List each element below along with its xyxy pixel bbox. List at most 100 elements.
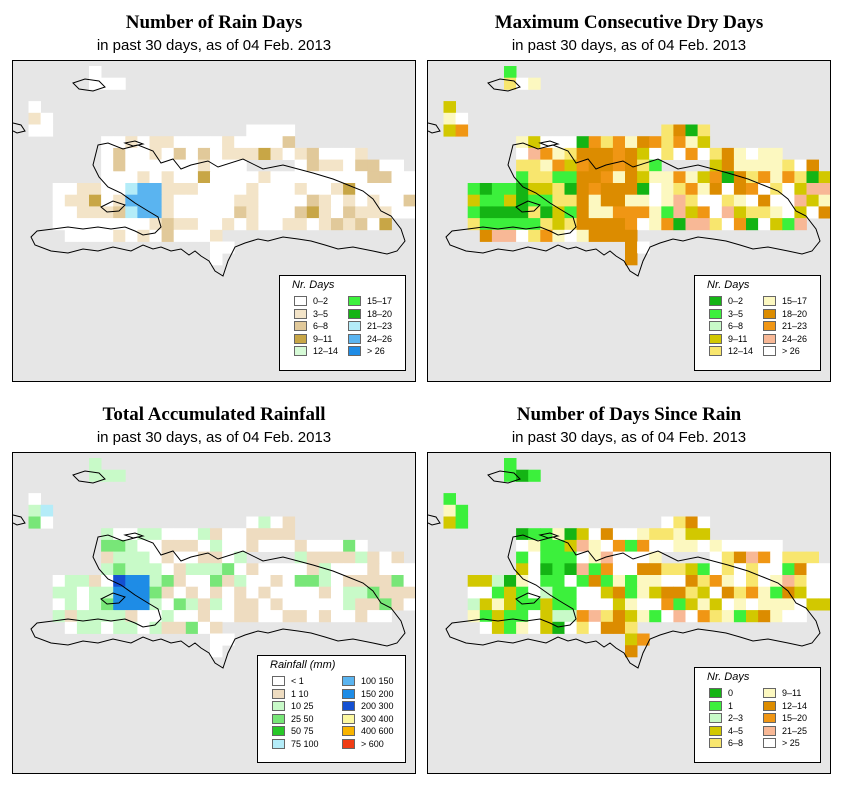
grid-cell — [685, 136, 698, 149]
panel-max-dry-days: Maximum Consecutive Dry Days in past 30 … — [427, 10, 831, 382]
grid-cell — [89, 194, 102, 207]
grid-cell — [528, 171, 541, 184]
grid-cell — [222, 539, 235, 552]
coastline-tortue — [538, 140, 560, 147]
grid-cell — [782, 610, 795, 623]
grid-cell — [782, 551, 795, 564]
grid-cell — [588, 206, 602, 219]
grid-cell — [391, 598, 404, 611]
coastline-northwest — [428, 470, 521, 526]
grid-cell — [379, 206, 392, 219]
grid-cell — [149, 539, 162, 552]
grid-cell — [318, 539, 332, 552]
grid-cell — [318, 183, 332, 196]
grid-cell — [612, 218, 626, 231]
grid-cell — [552, 598, 565, 611]
grid-cell — [540, 218, 553, 231]
grid-cell — [367, 551, 380, 564]
grid-cell — [306, 218, 320, 231]
grid-cell — [649, 206, 662, 219]
grid-cell — [294, 194, 308, 207]
grid-cell — [173, 147, 187, 160]
grid-cell — [612, 229, 626, 242]
grid-cell — [234, 147, 247, 160]
grid-cell — [161, 563, 175, 576]
grid-cell — [685, 218, 698, 231]
grid-cell — [649, 147, 662, 160]
grid-cell — [391, 183, 404, 196]
grid-cell — [661, 516, 674, 529]
grid-cell — [210, 539, 223, 552]
grid-cell — [540, 621, 553, 634]
grid-cell — [185, 229, 199, 242]
grid-cell — [625, 598, 638, 611]
legend-label: 24–26 — [782, 333, 808, 344]
grid-cell — [197, 586, 211, 599]
grid-cell — [588, 218, 602, 231]
grid-cell — [173, 563, 187, 576]
grid-cell — [161, 136, 175, 149]
grid-cell — [721, 159, 735, 172]
grid-cell — [367, 610, 380, 623]
grid-cell — [516, 621, 529, 634]
grid-cell — [637, 575, 650, 588]
grid-cell — [89, 229, 102, 242]
grid-cell — [185, 218, 199, 231]
grid-cell — [89, 598, 102, 611]
grid-cell — [149, 563, 162, 576]
legend-swatch — [709, 308, 722, 319]
grid-cell — [612, 171, 626, 184]
grid-cell — [391, 206, 404, 219]
grid-cell — [588, 610, 602, 623]
grid-cell — [161, 218, 175, 231]
grid-cell — [113, 563, 126, 576]
grid-cell — [270, 194, 283, 207]
grid-cell — [552, 194, 565, 207]
grid-cell — [173, 229, 187, 242]
grid-cell — [185, 563, 199, 576]
legend-label: 18–20 — [782, 308, 808, 319]
legend-swatch — [709, 333, 722, 344]
grid-cell — [282, 183, 296, 196]
grid-cell — [697, 575, 711, 588]
legend-label: 12–14 — [782, 700, 808, 711]
legend-swatch — [348, 296, 361, 306]
grid-cell — [794, 206, 807, 219]
grid-cell — [52, 218, 66, 231]
grid-cell — [101, 171, 114, 184]
coastline-hispaniola — [445, 142, 821, 277]
grid-cell — [794, 171, 807, 184]
legend-swatch — [763, 700, 776, 711]
grid-cell — [479, 229, 493, 242]
grid-cell — [588, 194, 602, 207]
grid-cell — [270, 528, 283, 541]
grid-cell — [612, 147, 626, 160]
grid-cell — [282, 516, 296, 529]
legend-label: 24–26 — [367, 333, 393, 344]
grid-cell — [528, 183, 541, 196]
grid-cell — [673, 183, 686, 196]
grid-cell — [246, 528, 259, 541]
grid-cell — [637, 586, 650, 599]
grid-cell — [173, 528, 187, 541]
grid-cell — [661, 528, 674, 541]
grid-cell — [343, 147, 356, 160]
grid-cell — [234, 563, 247, 576]
legend-label: 1 10 — [291, 688, 309, 699]
grid-cell — [564, 194, 577, 207]
grid-cell — [709, 575, 723, 588]
grid-cell — [343, 586, 356, 599]
grid-cell — [806, 183, 819, 196]
grid-cell — [746, 586, 759, 599]
legend-label: 12–14 — [313, 346, 339, 356]
grid-cell — [540, 563, 553, 576]
legend-swatch — [294, 308, 307, 319]
grid-cell — [491, 194, 505, 207]
grid-cell — [733, 206, 747, 219]
grid-cell — [222, 563, 235, 576]
grid-cell — [125, 539, 138, 552]
grid-cell — [270, 218, 283, 231]
grid-cell — [185, 586, 199, 599]
grid-cell — [588, 171, 602, 184]
legend-swatch — [294, 346, 307, 356]
